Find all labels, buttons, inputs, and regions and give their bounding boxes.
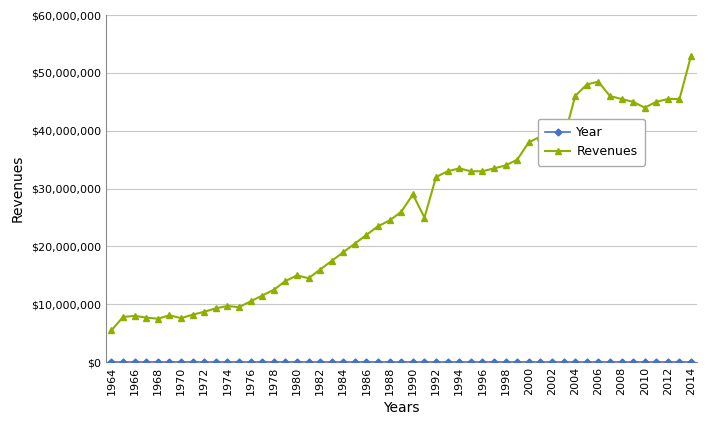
Revenues [107,328,115,333]
Year [490,360,498,365]
Revenues [281,279,290,284]
Revenues [292,273,301,278]
Y-axis label: Revenues: Revenues [11,155,25,222]
Year [107,360,115,365]
Year [292,360,301,365]
Revenues [525,140,533,145]
Legend: Year, Revenues: Year, Revenues [537,118,645,166]
Revenues [675,96,684,101]
Line: Year: Year [109,360,694,365]
X-axis label: Years: Years [383,401,420,415]
Line: Revenues: Revenues [108,52,695,334]
Year [525,360,533,365]
Year [235,360,244,365]
Revenues [235,305,244,310]
Revenues [687,53,695,58]
Revenues [490,166,498,171]
Year [281,360,290,365]
Year [687,360,695,365]
Year [675,360,684,365]
